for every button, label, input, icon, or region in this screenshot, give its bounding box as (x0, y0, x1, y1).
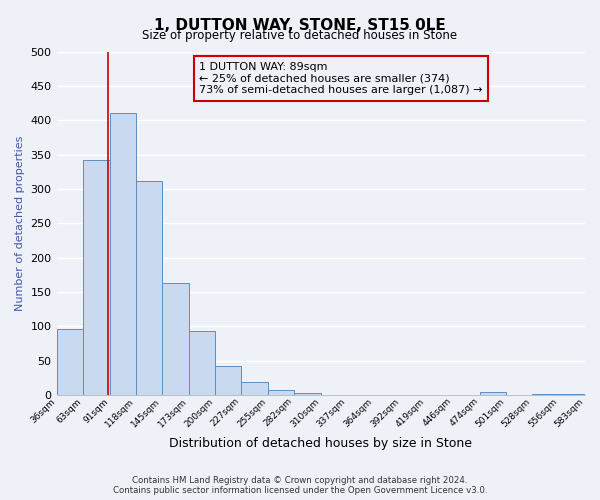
Text: Contains public sector information licensed under the Open Government Licence v3: Contains public sector information licen… (113, 486, 487, 495)
Text: Size of property relative to detached houses in Stone: Size of property relative to detached ho… (142, 29, 458, 42)
Y-axis label: Number of detached properties: Number of detached properties (15, 136, 25, 311)
Text: 1 DUTTON WAY: 89sqm
← 25% of detached houses are smaller (374)
73% of semi-detac: 1 DUTTON WAY: 89sqm ← 25% of detached ho… (199, 62, 483, 95)
Bar (294, 393, 321, 395)
Text: 1, DUTTON WAY, STONE, ST15 0LE: 1, DUTTON WAY, STONE, ST15 0LE (154, 18, 446, 32)
Bar (479, 392, 506, 395)
Text: Contains HM Land Registry data © Crown copyright and database right 2024.: Contains HM Land Registry data © Crown c… (132, 476, 468, 485)
Bar (136, 182, 162, 395)
Bar (162, 283, 189, 395)
Bar (321, 394, 347, 395)
Bar (189, 330, 215, 395)
Bar (83, 160, 110, 395)
Bar (110, 112, 136, 395)
Bar (241, 382, 268, 395)
Bar (268, 390, 294, 395)
Bar (215, 366, 241, 395)
Bar (56, 328, 83, 395)
Bar (559, 394, 585, 395)
Bar (532, 394, 559, 395)
X-axis label: Distribution of detached houses by size in Stone: Distribution of detached houses by size … (169, 437, 472, 450)
